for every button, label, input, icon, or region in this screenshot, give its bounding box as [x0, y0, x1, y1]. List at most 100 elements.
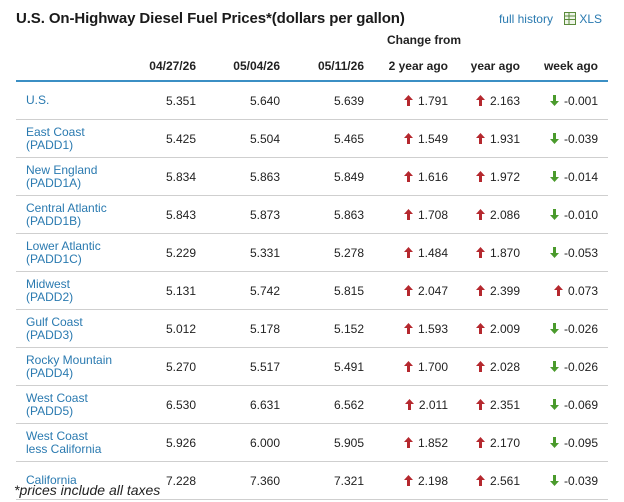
- change-cell: -0.010: [530, 195, 608, 234]
- change-value: -0.026: [563, 321, 598, 336]
- change-cell: -0.053: [530, 233, 608, 272]
- region-cell: Gulf Coast (PADD3): [16, 309, 122, 348]
- region-cell: California: [16, 461, 122, 500]
- change-value: -0.069: [563, 397, 598, 412]
- region-link[interactable]: U.S.: [26, 93, 49, 107]
- region-cell: East Coast (PADD1): [16, 119, 122, 158]
- region-link[interactable]: California: [26, 473, 77, 487]
- price-cell: 5.873: [206, 195, 290, 234]
- change-value: 2.198: [417, 473, 448, 488]
- region-cell: Central Atlantic (PADD1B): [16, 195, 122, 234]
- table-row: East Coast (PADD1) 5.425 5.504 5.465 1.549 1.9…: [16, 119, 608, 158]
- price-cell: 5.331: [206, 233, 290, 272]
- price-cell: 5.012: [122, 309, 206, 348]
- region-link[interactable]: Gulf Coast (PADD3): [26, 315, 83, 342]
- change-cell: -0.095: [530, 423, 608, 462]
- page-title: U.S. On-Highway Diesel Fuel Prices*(doll…: [16, 10, 405, 27]
- change-value: 0.073: [567, 283, 598, 298]
- arrow-down-icon: [549, 170, 559, 182]
- region-link[interactable]: Central Atlantic (PADD1B): [26, 201, 107, 228]
- change-value: 1.708: [417, 207, 448, 222]
- region-link[interactable]: West Coast less California: [26, 429, 101, 456]
- arrow-up-icon: [403, 360, 413, 372]
- arrow-up-icon: [403, 94, 413, 106]
- change-value: -0.010: [563, 207, 598, 222]
- column-header: 05/04/26: [206, 52, 290, 82]
- region-link[interactable]: Lower Atlantic (PADD1C): [26, 239, 101, 266]
- region-cell: Midwest (PADD2): [16, 271, 122, 310]
- region-label: Midwest: [26, 276, 71, 291]
- xls-link[interactable]: XLS: [579, 12, 602, 26]
- region-label: Rocky Mountain: [26, 352, 113, 367]
- price-cell: 5.640: [206, 81, 290, 120]
- arrow-down-icon: [549, 132, 559, 144]
- table-row: U.S. 5.351 5.640 5.639 1.791 2.163 -0.001: [16, 81, 608, 120]
- change-cell: 1.931: [458, 119, 530, 158]
- region-label: West Coast: [26, 428, 88, 443]
- change-cell: -0.001: [530, 81, 608, 120]
- arrow-up-icon: [475, 360, 485, 372]
- price-cell: 5.270: [122, 347, 206, 386]
- region-label: Central Atlantic: [26, 200, 107, 215]
- change-cell: 1.549: [374, 119, 458, 158]
- price-cell: 5.152: [290, 309, 374, 348]
- arrow-down-icon: [549, 474, 559, 486]
- region-link[interactable]: Rocky Mountain (PADD4): [26, 353, 112, 380]
- change-cell: 1.484: [374, 233, 458, 272]
- price-cell: 6.631: [206, 385, 290, 424]
- region-link[interactable]: Midwest (PADD2): [26, 277, 73, 304]
- arrow-up-icon: [403, 170, 413, 182]
- change-value: 1.700: [417, 359, 448, 374]
- region-label: New England: [26, 162, 98, 177]
- change-value: 1.616: [417, 169, 448, 184]
- arrow-up-icon: [475, 246, 485, 258]
- arrow-up-icon: [403, 132, 413, 144]
- region-link[interactable]: New England (PADD1A): [26, 163, 97, 190]
- change-cell: 2.351: [458, 385, 530, 424]
- arrow-up-icon: [475, 208, 485, 220]
- change-value: 2.351: [489, 397, 520, 412]
- table-row: West Coast less California 5.926 6.000 5.905…: [16, 423, 608, 462]
- table-body: U.S. 5.351 5.640 5.639 1.791 2.163 -0.001 East …: [16, 81, 608, 500]
- price-cell: 5.863: [290, 195, 374, 234]
- region-label: U.S.: [26, 93, 50, 107]
- change-value: 2.028: [489, 359, 520, 374]
- region-label: (PADD1): [26, 137, 74, 152]
- price-cell: 5.504: [206, 119, 290, 158]
- region-link[interactable]: East Coast (PADD1): [26, 125, 85, 152]
- arrow-up-icon: [403, 474, 413, 486]
- arrow-up-icon: [475, 284, 485, 296]
- price-cell: 5.863: [206, 157, 290, 196]
- change-value: -0.001: [563, 93, 598, 108]
- price-cell: 5.815: [290, 271, 374, 310]
- arrow-up-icon: [475, 398, 485, 410]
- change-cell: -0.026: [530, 347, 608, 386]
- full-history-link[interactable]: full history: [498, 12, 553, 26]
- price-cell: 5.517: [206, 347, 290, 386]
- change-value: -0.053: [563, 245, 598, 260]
- arrow-up-icon: [403, 284, 413, 296]
- region-label: (PADD4): [26, 365, 74, 380]
- price-cell: 5.178: [206, 309, 290, 348]
- region-link[interactable]: West Coast (PADD5): [26, 391, 88, 418]
- arrow-up-icon: [403, 436, 413, 448]
- region-label: East Coast: [26, 124, 85, 139]
- prices-table: 04/27/26 05/04/26 05/11/26 2 year ago ye…: [16, 52, 608, 500]
- table-row: Central Atlantic (PADD1B) 5.843 5.873 5.863 1…: [16, 195, 608, 234]
- column-header-region: [16, 52, 122, 82]
- arrow-up-icon: [403, 208, 413, 220]
- arrow-up-icon: [475, 322, 485, 334]
- region-label: Lower Atlantic: [26, 238, 101, 253]
- table-row: Rocky Mountain (PADD4) 5.270 5.517 5.491 1.70…: [16, 347, 608, 386]
- region-cell: U.S.: [16, 81, 122, 120]
- change-cell: 2.028: [458, 347, 530, 386]
- spreadsheet-icon[interactable]: [564, 12, 577, 25]
- change-value: 1.972: [489, 169, 520, 184]
- arrow-up-icon: [404, 398, 414, 410]
- column-header: week ago: [530, 52, 608, 82]
- region-cell: New England (PADD1A): [16, 157, 122, 196]
- table-row: Gulf Coast (PADD3) 5.012 5.178 5.152 1.593 2.0…: [16, 309, 608, 348]
- change-value: 1.870: [489, 245, 520, 260]
- price-cell: 6.562: [290, 385, 374, 424]
- price-cell: 5.278: [290, 233, 374, 272]
